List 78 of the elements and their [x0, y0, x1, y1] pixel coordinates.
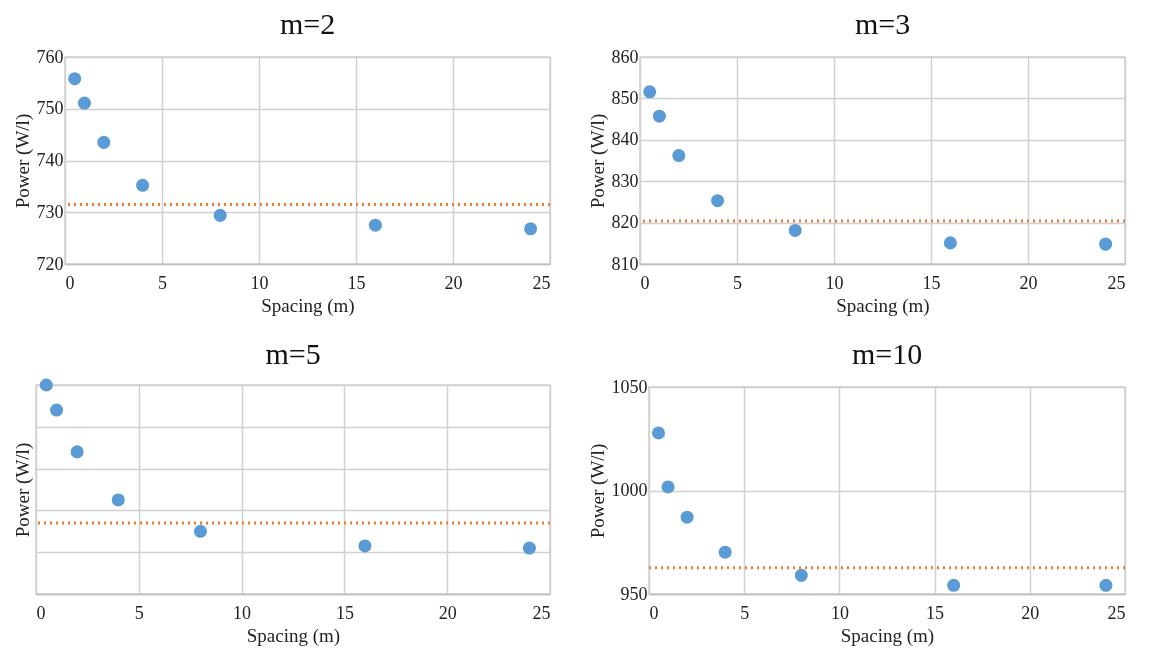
y-axis-title: Power (W/l) — [586, 113, 609, 209]
point — [1099, 578, 1113, 592]
x-axis-title: Spacing (m) — [261, 294, 355, 317]
y-axis-title: Power (W/l) — [11, 113, 34, 209]
point — [788, 223, 802, 237]
x-tick-label: 25 — [532, 602, 551, 623]
x-tick-label: 20 — [438, 602, 457, 623]
chart-title: m=2 — [279, 7, 336, 40]
x-tick-label: 0 — [36, 602, 46, 623]
y-axis-title: Power (W/l) — [586, 443, 609, 539]
x-tick-label: 25 — [1107, 602, 1126, 623]
chart-title: m=5 — [265, 337, 321, 371]
point — [711, 194, 725, 208]
point — [1099, 237, 1113, 251]
x-tick-label: 5 — [134, 602, 144, 623]
y-tick-label: 810 — [611, 253, 639, 274]
point — [193, 524, 207, 538]
x-tick-label: 15 — [347, 272, 366, 293]
x-tick-label: 20 — [1019, 272, 1038, 293]
point — [794, 568, 808, 582]
y-tick-label: 830 — [611, 170, 639, 191]
point — [943, 236, 957, 250]
y-tick-label: 850 — [611, 87, 639, 108]
x-tick-label: 0 — [649, 602, 659, 623]
y-tick-label: 720 — [36, 253, 64, 274]
x-tick-label: 5 — [740, 602, 750, 623]
point — [680, 510, 694, 524]
y-tick-label: 740 — [36, 150, 64, 170]
chart-title: m=10 — [851, 337, 923, 370]
x-tick-label: 5 — [158, 272, 167, 293]
x-axis-title: Spacing (m) — [840, 624, 935, 647]
point — [947, 578, 961, 592]
point — [136, 178, 150, 192]
point — [652, 109, 666, 123]
x-tick-label: 10 — [830, 602, 849, 623]
x-tick-label: 15 — [922, 272, 941, 293]
point — [718, 545, 732, 559]
point — [70, 445, 84, 459]
point — [97, 135, 111, 149]
x-tick-label: 5 — [733, 272, 742, 293]
y-tick-label: 760 — [36, 46, 64, 67]
x-tick-label: 0 — [640, 272, 650, 293]
x-tick-label: 20 — [444, 272, 463, 293]
x-tick-label: 10 — [250, 272, 269, 293]
y-axis-title: Power (W/l) — [11, 442, 34, 538]
y-tick-label: 950 — [620, 583, 648, 604]
x-tick-label: 10 — [825, 272, 844, 293]
point — [524, 222, 538, 236]
y-tick-label: 750 — [36, 98, 64, 119]
y-tick-label: 730 — [36, 201, 64, 222]
y-tick-label: 860 — [611, 46, 639, 67]
y-tick-label: 1000 — [611, 480, 648, 500]
point — [77, 96, 91, 110]
x-tick-label: 25 — [1107, 272, 1126, 293]
x-tick-label: 10 — [233, 602, 252, 623]
point — [68, 72, 82, 86]
x-tick-label: 20 — [1021, 602, 1040, 623]
point — [368, 218, 382, 232]
y-tick-label: 840 — [611, 129, 639, 150]
point — [643, 85, 657, 99]
point — [213, 208, 227, 222]
x-axis-title: Spacing (m) — [246, 624, 341, 647]
y-tick-label: 1050 — [611, 376, 648, 397]
point — [50, 403, 64, 417]
point — [358, 539, 372, 553]
point — [522, 541, 536, 555]
x-tick-label: 25 — [532, 272, 551, 293]
point — [39, 378, 53, 392]
y-tick-label: 820 — [611, 212, 639, 233]
x-axis-title: Spacing (m) — [836, 294, 930, 317]
point — [661, 480, 675, 494]
x-tick-label: 0 — [65, 272, 75, 293]
point — [652, 426, 666, 440]
x-tick-label: 15 — [926, 602, 945, 623]
point — [672, 149, 686, 163]
chart-title: m=3 — [854, 7, 911, 40]
x-tick-label: 15 — [335, 602, 354, 623]
point — [111, 493, 125, 507]
